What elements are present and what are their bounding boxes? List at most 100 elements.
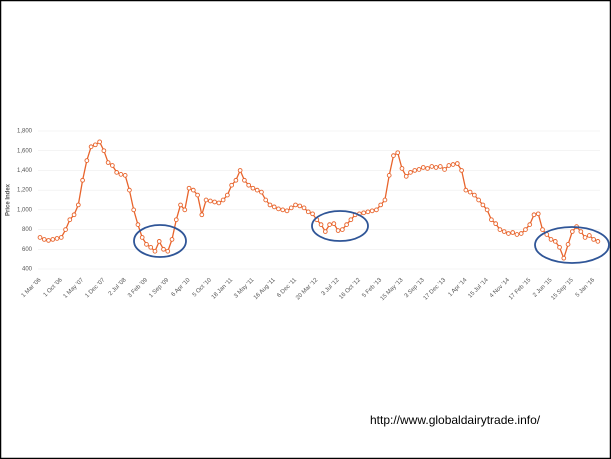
data-point (220, 197, 226, 203)
data-point (216, 200, 222, 206)
data-point (88, 144, 94, 150)
data-point (63, 227, 68, 232)
data-point (425, 166, 430, 171)
data-point (225, 192, 230, 198)
data-point (561, 255, 567, 261)
data-point (242, 177, 247, 183)
data-point (139, 235, 145, 240)
data-point (382, 197, 388, 203)
data-point (518, 231, 524, 236)
data-point (263, 197, 269, 203)
data-point (203, 197, 209, 203)
data-point (318, 222, 324, 227)
highlight-circle (133, 224, 187, 258)
data-point (182, 207, 188, 213)
data-point (276, 206, 281, 212)
data-point (535, 211, 541, 217)
data-point (569, 229, 575, 234)
data-point (84, 158, 90, 163)
y-tick-label: 1,000 (17, 207, 33, 213)
data-point (412, 168, 418, 173)
data-point (259, 189, 264, 195)
data-point (497, 227, 503, 232)
data-point (395, 150, 401, 156)
data-point (446, 163, 452, 168)
data-point (587, 233, 592, 238)
data-point (301, 205, 307, 211)
data-point (386, 173, 392, 178)
data-point (472, 192, 477, 198)
data-point (288, 205, 294, 211)
data-point (310, 211, 315, 217)
data-point (416, 167, 422, 172)
data-point (67, 217, 73, 223)
data-point (212, 199, 217, 205)
data-point (58, 235, 64, 240)
y-tick-label: 600 (22, 247, 33, 253)
data-point (173, 217, 179, 223)
data-point (195, 192, 200, 198)
data-point (178, 202, 183, 208)
y-tick-label: 800 (22, 227, 33, 233)
data-point (297, 203, 303, 209)
data-point (442, 167, 447, 172)
data-point (463, 187, 469, 193)
data-point (501, 229, 507, 234)
y-axis-label: Price Index (6, 183, 12, 216)
data-point (322, 229, 328, 234)
data-point (348, 217, 354, 223)
data-point (437, 164, 443, 169)
data-point (131, 207, 137, 213)
data-point (105, 160, 111, 165)
highlight-circle (311, 210, 369, 242)
data-point (361, 210, 367, 216)
data-point (408, 170, 413, 175)
source-url: http://www.globaldairytrade.info/ (370, 413, 541, 427)
data-point (484, 207, 490, 213)
data-point (97, 139, 102, 145)
data-point (527, 222, 533, 227)
data-point (305, 209, 311, 215)
data-point (280, 207, 286, 213)
data-point (165, 248, 171, 254)
data-point (344, 222, 349, 227)
data-point (156, 239, 162, 244)
data-point (284, 208, 290, 214)
data-point (493, 221, 499, 227)
data-point (75, 202, 81, 208)
data-point (403, 173, 409, 179)
data-point (459, 168, 464, 173)
data-point (557, 244, 562, 250)
data-point (489, 217, 494, 223)
data-point (548, 237, 554, 242)
data-point (207, 198, 213, 204)
data-point (433, 165, 439, 170)
data-point (237, 168, 243, 173)
data-point (267, 202, 273, 208)
data-point (335, 228, 341, 233)
data-point (161, 246, 166, 252)
data-point (420, 165, 426, 170)
data-point (46, 238, 51, 243)
data-point (365, 209, 371, 215)
data-point (531, 212, 537, 218)
data-point (118, 172, 124, 177)
data-point (540, 227, 545, 232)
data-point (565, 242, 571, 247)
y-tick-label: 1,200 (17, 188, 33, 194)
data-point (233, 177, 239, 183)
data-point (54, 236, 60, 241)
data-point (578, 229, 584, 234)
data-point (148, 244, 154, 250)
data-point (169, 237, 175, 242)
data-point (144, 242, 149, 247)
data-point (199, 212, 205, 218)
data-point (552, 239, 558, 244)
data-point (582, 235, 588, 240)
data-point (246, 182, 252, 188)
y-tick-label: 1,800 (17, 129, 33, 135)
data-point (127, 187, 132, 193)
data-point (327, 222, 332, 227)
data-point (378, 202, 384, 208)
